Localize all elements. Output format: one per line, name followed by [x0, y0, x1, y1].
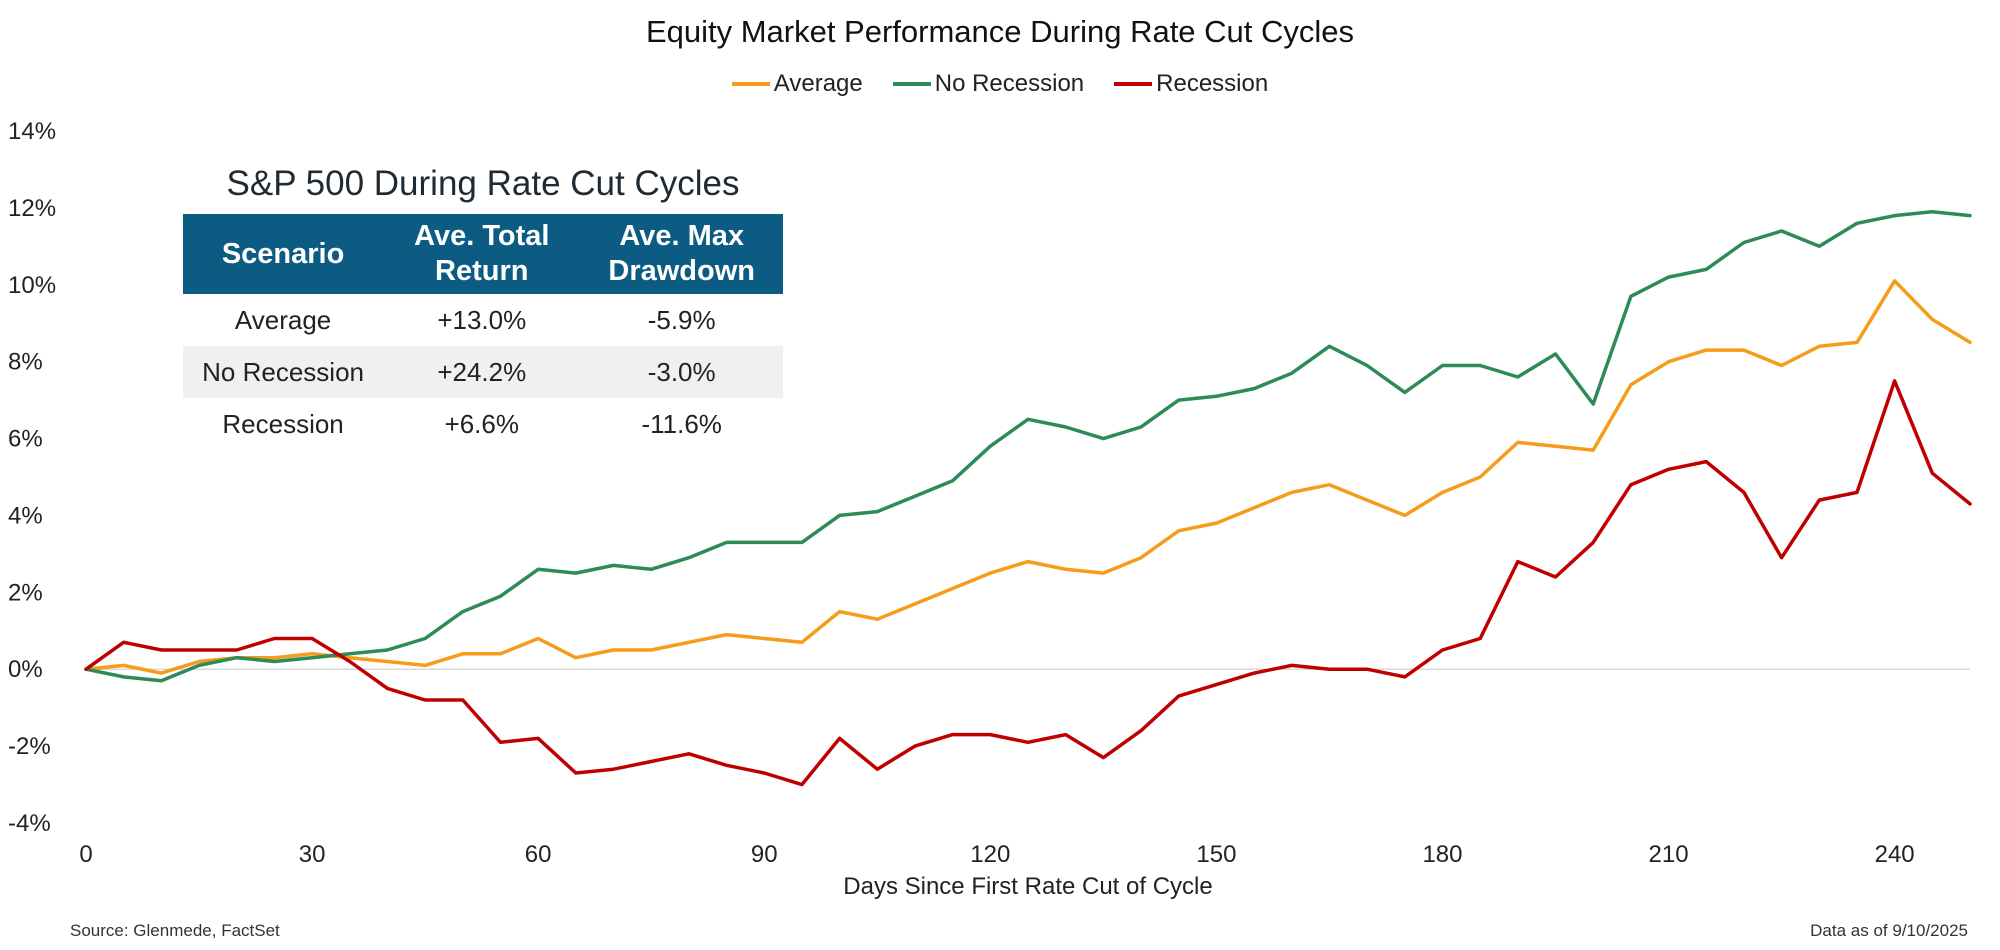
- table-row: No Recession +24.2% -3.0%: [183, 346, 783, 398]
- y-tick-label: 4%: [8, 502, 43, 529]
- x-tick-label: 0: [79, 841, 92, 868]
- table-header-row: Scenario Ave. Total Return Ave. Max Draw…: [183, 214, 783, 294]
- header-scenario: Scenario: [183, 214, 384, 294]
- x-tick-label: 180: [1422, 841, 1462, 868]
- header-total-return: Ave. Total Return: [383, 214, 581, 294]
- cell-total-return: +24.2%: [383, 346, 581, 398]
- x-tick-label: 60: [525, 841, 552, 868]
- y-tick-label: 12%: [8, 195, 56, 222]
- header-max-drawdown: Ave. Max Drawdown: [580, 214, 783, 294]
- series-line-average: [84, 279, 1972, 675]
- x-tick-label: 210: [1649, 841, 1689, 868]
- x-tick-label: 120: [970, 841, 1010, 868]
- cell-total-return: +13.0%: [437, 304, 527, 335]
- as-of-note: Data as of 9/10/2025: [1810, 921, 1968, 940]
- legend-label-average: Average: [773, 70, 863, 97]
- cell-total-return: +6.6%: [444, 408, 519, 439]
- x-axis: 0 30 60 90 120 150 180 210 240: [79, 841, 1914, 868]
- x-tick-label: 240: [1875, 841, 1915, 868]
- cell-scenario: Recession: [222, 408, 344, 439]
- y-tick-label: 8%: [8, 349, 43, 376]
- cell-max-drawdown: -5.9%: [647, 304, 716, 335]
- y-tick-label: 2%: [8, 579, 43, 606]
- legend-swatch-average: [731, 82, 770, 86]
- x-axis-label: Days Since First Rate Cut of Cycle: [843, 873, 1213, 900]
- y-tick-label: 6%: [8, 426, 43, 453]
- cell-max-drawdown: -11.6%: [641, 408, 722, 439]
- chart-title: Equity Market Performance During Rate Cu…: [645, 14, 1355, 49]
- series-line-no-recession: [84, 209, 1972, 683]
- legend-item-no-recession: No Recession: [892, 70, 1085, 98]
- y-tick-label: 0%: [8, 656, 43, 683]
- table-row: Recession +6.6% -11.6%: [183, 398, 783, 450]
- summary-table: Scenario Ave. Total Return Ave. Max Draw…: [183, 214, 783, 450]
- legend-swatch-no-recession: [892, 82, 931, 86]
- y-axis: -4% -2% 0% 2% 4% 6% 8% 10% 12% 14%: [8, 118, 56, 837]
- cell-max-drawdown: -3.0%: [580, 346, 783, 398]
- legend-item-recession: Recession: [1114, 70, 1268, 98]
- cell-scenario: No Recession: [183, 346, 384, 398]
- y-tick-label: 10%: [8, 272, 56, 299]
- series-line-recession: [84, 379, 1972, 787]
- y-tick-label: -4%: [8, 810, 51, 837]
- y-tick-label: 14%: [8, 118, 56, 145]
- table-title: S&P 500 During Rate Cut Cycles: [226, 164, 740, 203]
- x-tick-label: 30: [299, 841, 326, 868]
- legend-item-average: Average: [731, 70, 863, 98]
- series-lines: [84, 209, 1972, 787]
- legend-label-recession: Recession: [1156, 70, 1269, 97]
- source-note: Source: Glenmede, FactSet: [70, 921, 280, 940]
- legend-swatch-recession: [1114, 82, 1153, 86]
- table-row: Average +13.0% -5.9%: [183, 294, 783, 346]
- legend-label-no-recession: No Recession: [934, 70, 1085, 97]
- cell-scenario: Average: [234, 304, 332, 335]
- legend: Average No Recession Recession: [0, 70, 2000, 98]
- x-tick-label: 150: [1196, 841, 1236, 868]
- summary-table-panel: S&P 500 During Rate Cut Cycles Scenario …: [183, 164, 783, 450]
- x-tick-label: 90: [751, 841, 778, 868]
- y-tick-label: -2%: [8, 733, 51, 760]
